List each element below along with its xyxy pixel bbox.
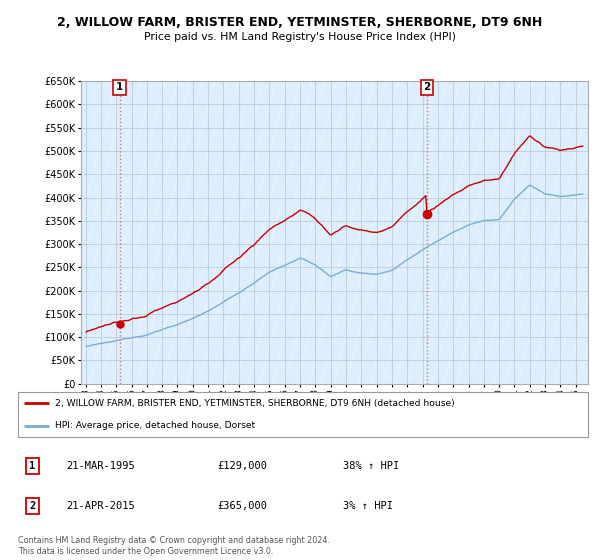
Text: 2: 2 xyxy=(424,82,431,92)
Text: 1: 1 xyxy=(116,82,123,92)
Text: £365,000: £365,000 xyxy=(218,501,268,511)
Text: 2, WILLOW FARM, BRISTER END, YETMINSTER, SHERBORNE, DT9 6NH (detached house): 2, WILLOW FARM, BRISTER END, YETMINSTER,… xyxy=(55,399,455,408)
Text: 2, WILLOW FARM, BRISTER END, YETMINSTER, SHERBORNE, DT9 6NH: 2, WILLOW FARM, BRISTER END, YETMINSTER,… xyxy=(58,16,542,29)
Text: HPI: Average price, detached house, Dorset: HPI: Average price, detached house, Dors… xyxy=(55,421,255,430)
Text: 3% ↑ HPI: 3% ↑ HPI xyxy=(343,501,393,511)
Text: 21-MAR-1995: 21-MAR-1995 xyxy=(67,461,135,471)
Text: 2: 2 xyxy=(29,501,35,511)
Text: 21-APR-2015: 21-APR-2015 xyxy=(67,501,135,511)
Text: £129,000: £129,000 xyxy=(218,461,268,471)
Text: 1: 1 xyxy=(29,461,35,471)
Text: 38% ↑ HPI: 38% ↑ HPI xyxy=(343,461,399,471)
Text: Price paid vs. HM Land Registry's House Price Index (HPI): Price paid vs. HM Land Registry's House … xyxy=(144,32,456,43)
Text: Contains HM Land Registry data © Crown copyright and database right 2024.
This d: Contains HM Land Registry data © Crown c… xyxy=(18,536,330,556)
